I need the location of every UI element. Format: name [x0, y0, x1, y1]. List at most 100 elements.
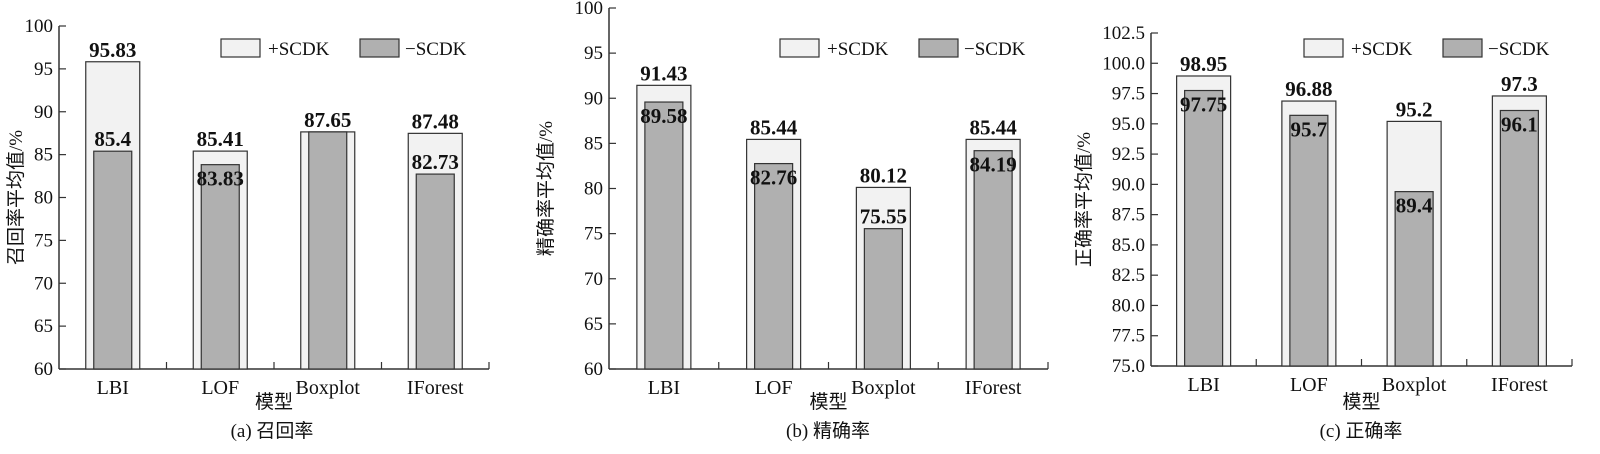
- y-tick-label: 65: [34, 316, 53, 337]
- data-label-minus: 83.83: [197, 167, 244, 191]
- legend-swatch-plus: [1303, 38, 1344, 58]
- y-tick-label: 70: [34, 273, 53, 294]
- data-label-plus: 91.43: [640, 61, 687, 85]
- data-label-plus: 87.65: [304, 108, 351, 132]
- legend-label-plus: +SCDK: [268, 39, 330, 60]
- y-axis-title: 精确率平均值/%: [535, 121, 557, 256]
- data-label-minus: 97.75: [1180, 93, 1227, 117]
- data-label-plus: 98.95: [1180, 52, 1227, 76]
- legend-swatch-plus: [220, 38, 261, 58]
- x-axis-title: 模型: [809, 391, 847, 413]
- x-tick-label: Boxplot: [1382, 374, 1447, 396]
- y-tick-label: 95: [584, 43, 603, 64]
- legend-label-plus: +SCDK: [827, 39, 889, 60]
- y-tick-label: 87.5: [1112, 205, 1145, 226]
- y-tick-label: 85: [34, 145, 53, 166]
- legend-swatch-minus: [359, 38, 400, 58]
- chart-panel-3: 75.0 77.5 80.0 82.5 85.0 87.5 90.0 92.5 95.0 97.5…: [1073, 23, 1573, 442]
- y-axis-title: 召回率平均值/%: [5, 130, 27, 265]
- legend-swatch-plus: [779, 38, 820, 58]
- x-tick-label: LOF: [201, 377, 239, 399]
- legend-swatch-minus: [1442, 38, 1483, 58]
- bar-minus-scdk-lof: [754, 162, 794, 370]
- y-tick-label: 95: [34, 59, 53, 80]
- y-tick-label: 90: [584, 88, 603, 109]
- y-tick-label: 80: [34, 188, 53, 209]
- legend: +SCDK −SCDK: [1303, 38, 1550, 60]
- data-label-minus: 95.7: [1291, 117, 1328, 141]
- y-tick-label: 90: [34, 102, 53, 123]
- data-label-minus: 75.55: [860, 205, 907, 229]
- data-label-minus: 89.4: [1396, 194, 1433, 218]
- x-axis-title: 模型: [255, 391, 293, 413]
- data-label-minus: 96.1: [1501, 112, 1538, 136]
- legend: +SCDK −SCDK: [779, 38, 1026, 60]
- panel-caption: (c) 正确率: [1320, 420, 1403, 442]
- bar-minus-scdk-iforest: [973, 150, 1013, 370]
- x-tick-label: LOF: [1290, 374, 1328, 396]
- bar-minus-scdk-lof: [200, 164, 240, 370]
- x-tick-label: IForest: [407, 377, 464, 399]
- legend-label-minus: −SCDK: [405, 39, 467, 60]
- bar-minus-scdk-iforest: [415, 173, 455, 370]
- data-label-plus: 95.2: [1396, 97, 1433, 121]
- data-label-plus: 85.44: [750, 115, 798, 139]
- y-tick-label: 70: [584, 269, 603, 290]
- y-tick-label: 90.0: [1112, 174, 1145, 195]
- y-axis-title: 正确率平均值/%: [1073, 132, 1095, 267]
- chart-panel-2: 60 65 70 75 80 85 90 95 100 91.43 89.58 LBI 85.44 82.…: [535, 0, 1049, 442]
- y-tick-label: 97.5: [1112, 84, 1145, 105]
- legend-label-minus: −SCDK: [964, 39, 1026, 60]
- legend-label-minus: −SCDK: [1488, 39, 1550, 60]
- chart-panel-1: 60 65 70 75 80 85 90 95 100 95.83 85.4 LBI 85.41 83.8…: [5, 16, 490, 442]
- y-tick-label: 80: [584, 179, 603, 200]
- bar-minus-scdk-lof: [1289, 114, 1329, 367]
- y-tick-label: 100: [25, 16, 54, 37]
- bar-minus-scdk-boxplot: [308, 131, 348, 370]
- bar-minus-scdk-boxplot: [863, 228, 903, 370]
- y-tick-label: 80.0: [1112, 295, 1145, 316]
- x-tick-label: LBI: [1188, 374, 1220, 396]
- y-tick-label: 60: [584, 359, 603, 380]
- data-label-minus: 82.76: [750, 166, 797, 190]
- y-tick-label: 92.5: [1112, 144, 1145, 165]
- x-tick-label: LBI: [97, 377, 129, 399]
- y-tick-label: 85.0: [1112, 235, 1145, 256]
- panel-caption: (b) 精确率: [786, 420, 870, 442]
- bar-minus-scdk-lbi: [644, 101, 684, 370]
- y-tick-label: 75: [34, 230, 53, 251]
- y-tick-label: 75: [584, 224, 603, 245]
- legend-swatch-minus: [918, 38, 959, 58]
- y-tick-label: 100.0: [1102, 53, 1145, 74]
- data-label-plus: 97.3: [1501, 72, 1538, 96]
- data-label-plus: 85.44: [970, 115, 1018, 139]
- x-tick-label: Boxplot: [296, 377, 361, 399]
- x-tick-label: IForest: [965, 377, 1022, 399]
- data-label-minus: 84.19: [970, 153, 1017, 177]
- bar-minus-scdk-lbi: [1184, 89, 1224, 367]
- y-tick-label: 65: [584, 314, 603, 335]
- y-tick-label: 60: [34, 359, 53, 380]
- bar-minus-scdk-lbi: [93, 150, 133, 370]
- x-tick-label: IForest: [1491, 374, 1548, 396]
- bar-minus-scdk-iforest: [1499, 109, 1539, 367]
- panel-caption: (a) 召回率: [231, 420, 314, 442]
- data-label-minus: 85.4: [94, 127, 131, 151]
- y-tick-label: 82.5: [1112, 265, 1145, 286]
- y-tick-label: 102.5: [1102, 23, 1145, 44]
- x-tick-label: Boxplot: [851, 377, 916, 399]
- data-label-plus: 96.88: [1285, 77, 1332, 101]
- y-tick-label: 100: [575, 0, 604, 19]
- data-label-minus: 82.73: [412, 150, 459, 174]
- data-label-plus: 87.48: [412, 109, 459, 133]
- y-tick-label: 75.0: [1112, 356, 1145, 377]
- x-axis-title: 模型: [1342, 391, 1380, 413]
- legend-label-plus: +SCDK: [1351, 39, 1413, 60]
- bar-minus-scdk-boxplot: [1394, 191, 1434, 367]
- y-tick-label: 95.0: [1112, 114, 1145, 135]
- x-tick-label: LOF: [755, 377, 793, 399]
- data-label-minus: 89.58: [640, 104, 687, 128]
- x-tick-label: LBI: [648, 377, 680, 399]
- y-tick-label: 77.5: [1112, 326, 1145, 347]
